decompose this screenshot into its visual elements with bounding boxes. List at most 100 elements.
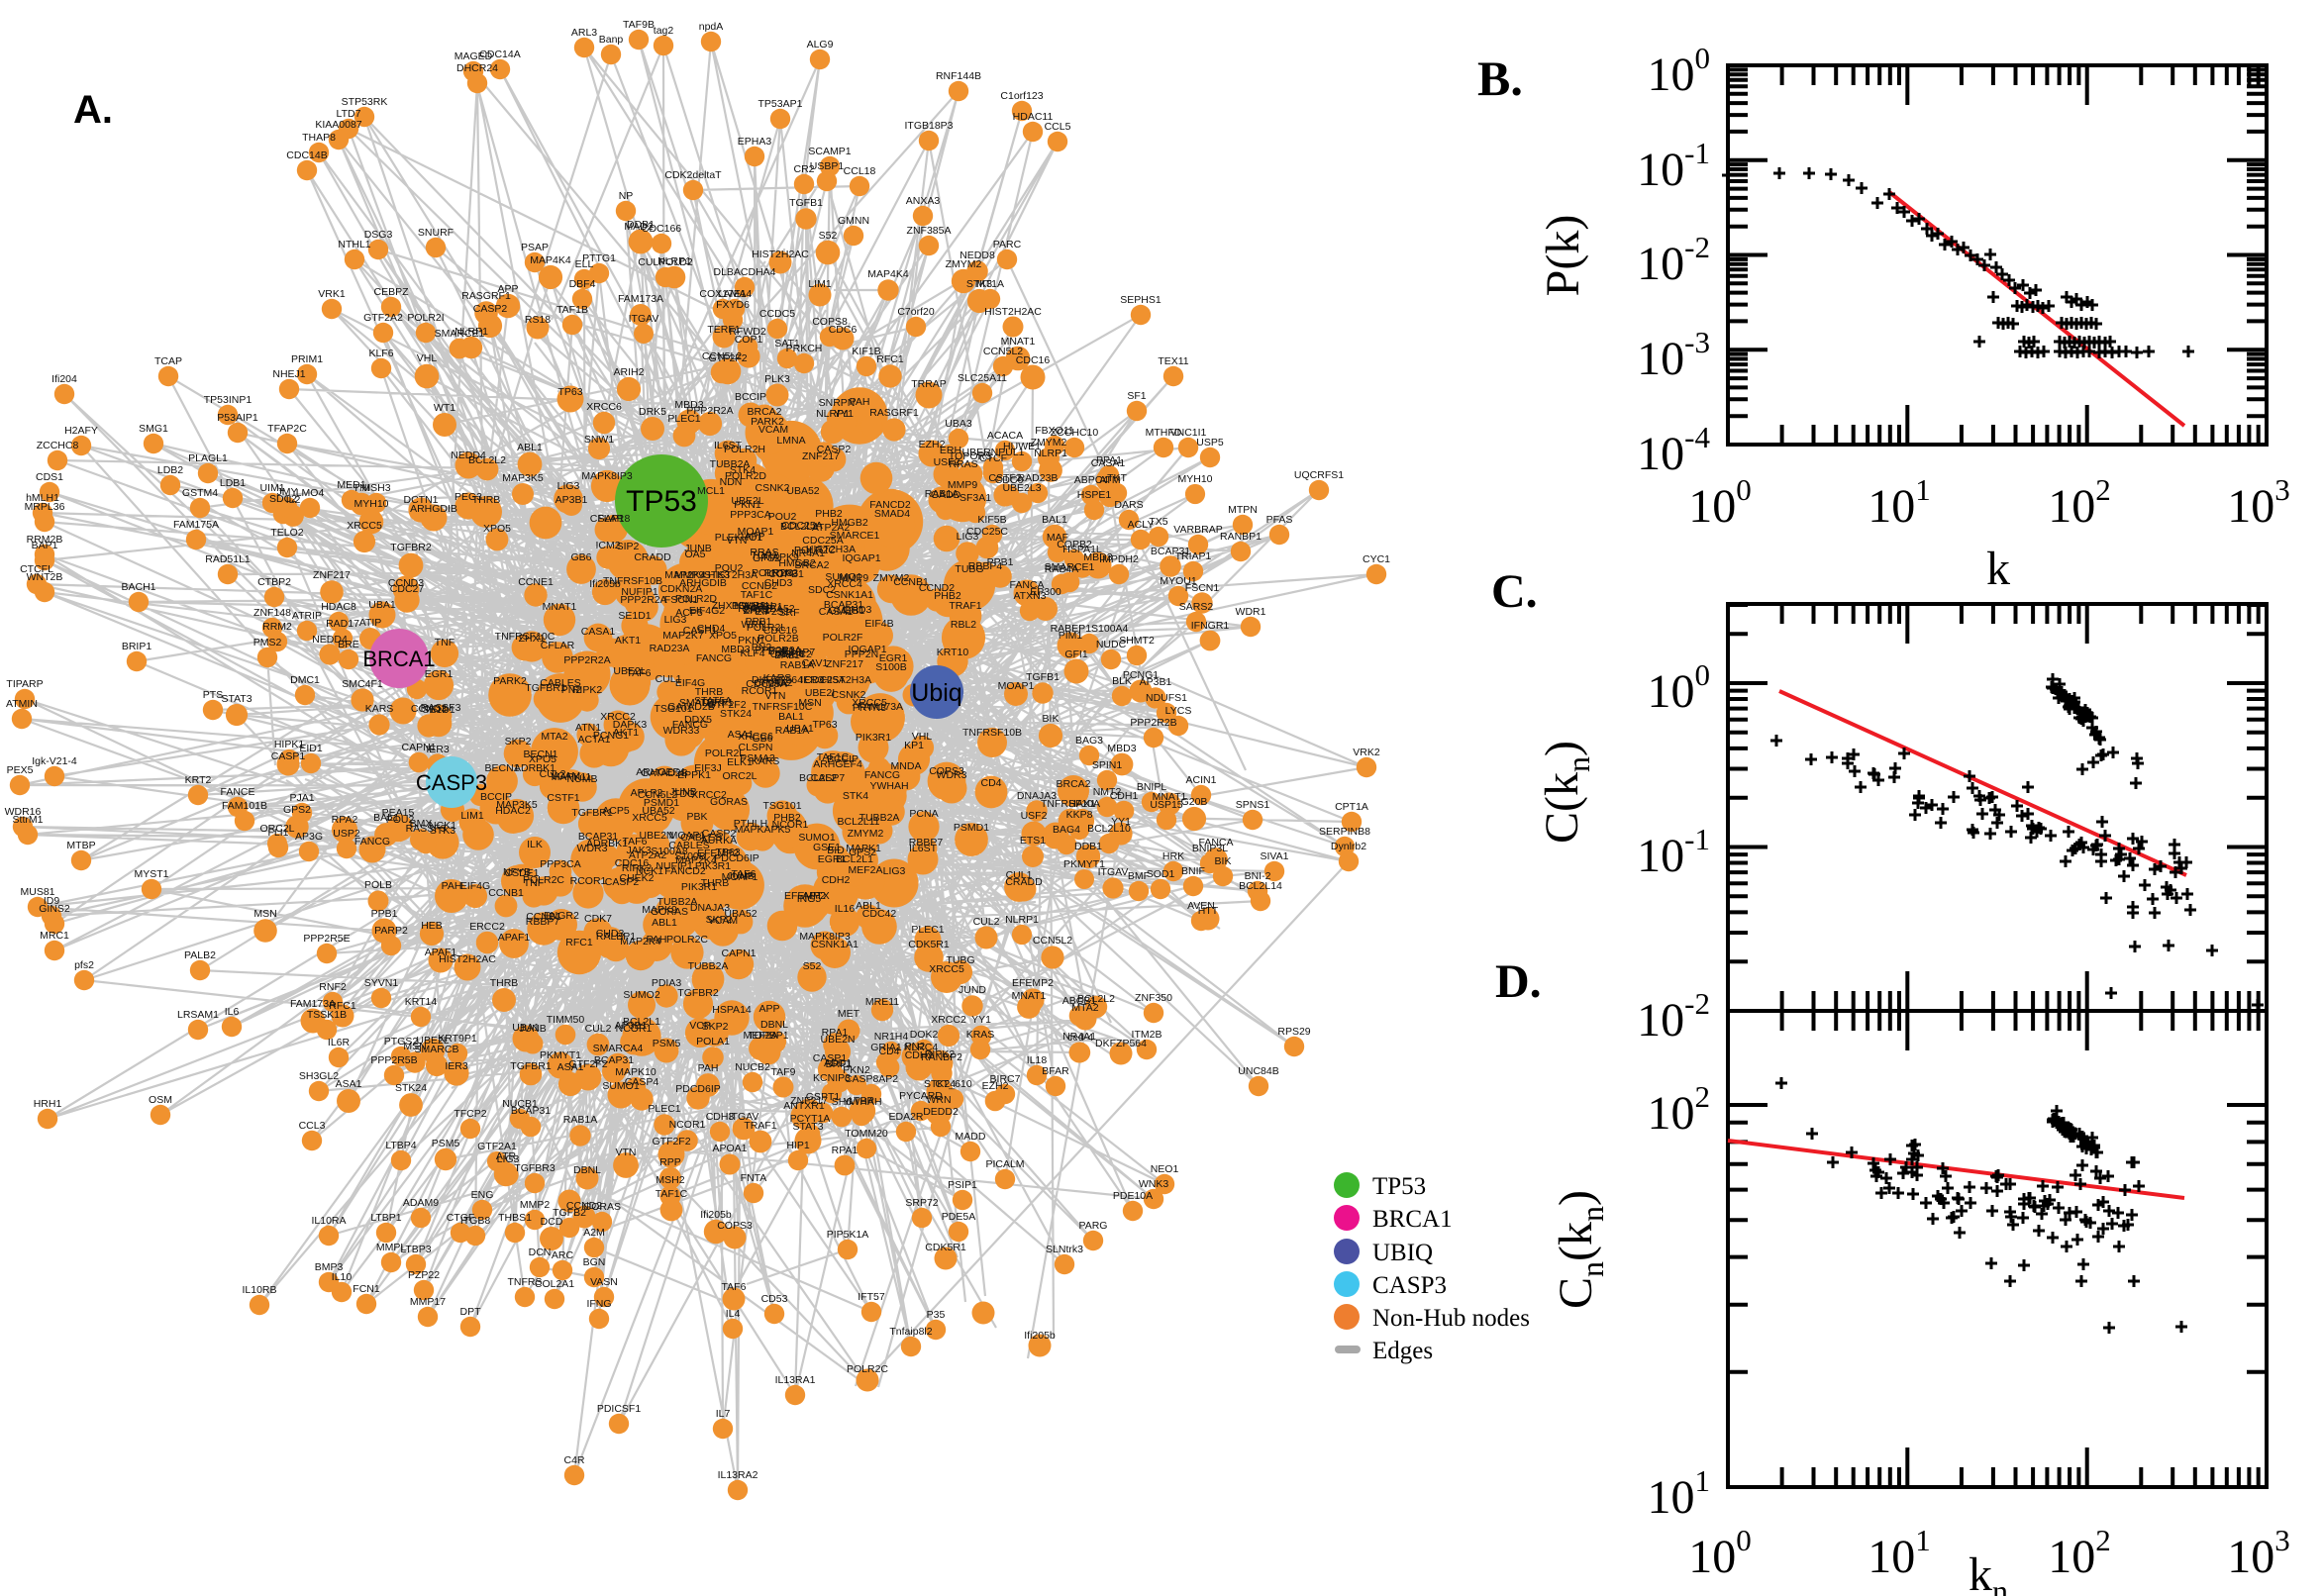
svg-text:APOA1: APOA1	[712, 1143, 747, 1154]
svg-text:NLRP1: NLRP1	[1034, 448, 1067, 459]
svg-text:MBD3: MBD3	[674, 399, 703, 411]
svg-text:DRK5: DRK5	[639, 406, 666, 418]
svg-text:EGR1: EGR1	[425, 668, 454, 680]
svg-text:NFYB: NFYB	[503, 866, 531, 878]
svg-text:MOAP1: MOAP1	[669, 830, 706, 842]
svg-text:IFNG: IFNG	[586, 1298, 611, 1310]
svg-text:CDH1: CDH1	[1110, 790, 1139, 802]
svg-text:DPT: DPT	[460, 1306, 482, 1318]
svg-text:IL6ST: IL6ST	[909, 843, 938, 854]
svg-text:BCCIP: BCCIP	[480, 791, 512, 803]
svg-text:XRCC2: XRCC2	[600, 711, 636, 723]
svg-text:APLP2: APLP2	[631, 787, 663, 799]
svg-text:SIVA1: SIVA1	[1261, 850, 1289, 862]
svg-text:ACTA1: ACTA1	[577, 734, 610, 746]
svg-text:ITM2B: ITM2B	[1132, 1029, 1162, 1041]
svg-text:PCNA: PCNA	[909, 808, 938, 820]
svg-text:SLNtrk3: SLNtrk3	[1046, 1244, 1083, 1255]
svg-text:KCNIP3: KCNIP3	[813, 1072, 851, 1084]
svg-text:GMNN: GMNN	[838, 215, 869, 227]
svg-text:GORAS: GORAS	[710, 796, 748, 808]
svg-text:ARIH2: ARIH2	[614, 366, 645, 378]
svg-text:BRE: BRE	[338, 639, 359, 650]
svg-text:COPS8: COPS8	[812, 316, 848, 328]
svg-text:ITGB18P3: ITGB18P3	[904, 120, 953, 132]
svg-text:CABLES: CABLES	[668, 840, 709, 851]
svg-text:CSNK1A1: CSNK1A1	[826, 589, 873, 601]
svg-text:SH6: SH6	[832, 1096, 853, 1108]
svg-text:TAF9: TAF9	[771, 1066, 796, 1078]
svg-text:POLR2L: POLR2L	[705, 748, 745, 759]
svg-text:MEF2A: MEF2A	[848, 864, 882, 876]
svg-text:ANXA3: ANXA3	[906, 195, 941, 207]
svg-text:CUL1: CUL1	[1006, 869, 1033, 881]
svg-text:CDC6: CDC6	[995, 474, 1024, 486]
svg-text:SPIN1: SPIN1	[1092, 759, 1123, 771]
svg-text:IL10: IL10	[332, 1271, 353, 1283]
svg-text:UBA52: UBA52	[761, 603, 794, 615]
svg-text:SMAD4: SMAD4	[679, 697, 715, 709]
svg-text:WNT2B: WNT2B	[27, 571, 63, 583]
svg-text:GRIA1: GRIA1	[870, 1042, 902, 1053]
svg-text:STK24: STK24	[395, 1082, 427, 1094]
svg-text:TAF1C: TAF1C	[656, 1188, 688, 1200]
svg-text:HIP1: HIP1	[786, 1140, 810, 1151]
svg-text:WDR3: WDR3	[937, 769, 967, 781]
svg-text:CCN5L2: CCN5L2	[702, 350, 742, 362]
svg-text:HIST2H2AC: HIST2H2AC	[752, 249, 809, 260]
svg-text:HAX1: HAX1	[1068, 798, 1096, 810]
svg-text:POLR2C: POLR2C	[847, 1363, 888, 1375]
svg-text:RFC1: RFC1	[329, 1000, 356, 1012]
svg-text:HIST2H2AC: HIST2H2AC	[439, 953, 496, 965]
svg-text:PTTG1: PTTG1	[582, 252, 616, 264]
svg-text:GPS2: GPS2	[753, 552, 780, 564]
svg-text:PIK3R1: PIK3R1	[856, 732, 891, 744]
svg-text:POLR2C: POLR2C	[794, 545, 836, 556]
svg-text:DDB1: DDB1	[1074, 841, 1102, 852]
svg-text:COP1: COP1	[735, 334, 763, 346]
svg-text:npdA: npdA	[699, 21, 724, 33]
svg-text:CDC25C: CDC25C	[966, 526, 1008, 538]
svg-text:MAF: MAF	[1047, 532, 1068, 544]
svg-text:DCN: DCN	[529, 1247, 552, 1258]
svg-text:XRCC5: XRCC5	[929, 963, 964, 975]
svg-text:HMGB2: HMGB2	[831, 517, 868, 529]
svg-text:SDC2: SDC2	[269, 493, 297, 505]
svg-text:AP3B1: AP3B1	[1140, 676, 1172, 688]
svg-text:MT1A: MT1A	[976, 278, 1004, 290]
svg-text:HSPA1L: HSPA1L	[1062, 544, 1102, 555]
svg-text:FAM173A: FAM173A	[618, 293, 663, 305]
svg-text:MAP3K5: MAP3K5	[502, 472, 544, 484]
svg-text:PPP2R2A: PPP2R2A	[755, 645, 801, 656]
svg-text:CUL2: CUL2	[585, 1023, 612, 1035]
svg-text:SKP2: SKP2	[702, 1021, 729, 1033]
svg-text:RPA1: RPA1	[832, 1145, 858, 1156]
svg-text:JUNB: JUNB	[669, 786, 696, 798]
svg-text:FANCA: FANCA	[1009, 579, 1044, 591]
svg-text:CCL3: CCL3	[299, 1120, 326, 1132]
svg-text:POLR2D: POLR2D	[725, 470, 766, 482]
svg-text:ZHX1: ZHX1	[712, 600, 739, 612]
svg-text:GTF2A2: GTF2A2	[363, 312, 403, 324]
svg-text:HDAC2: HDAC2	[495, 805, 531, 817]
svg-text:ZNF148: ZNF148	[253, 607, 291, 619]
svg-text:AP3G: AP3G	[295, 831, 323, 843]
svg-text:CASP1: CASP1	[683, 625, 718, 637]
svg-text:SARS2: SARS2	[1179, 601, 1214, 613]
svg-text:GINS2: GINS2	[39, 903, 70, 915]
svg-text:TSG101: TSG101	[654, 703, 692, 715]
svg-text:APAF1: APAF1	[425, 947, 457, 958]
svg-text:FANCG: FANCG	[696, 652, 732, 664]
svg-text:UBE2I: UBE2I	[805, 687, 835, 699]
svg-text:PARK2: PARK2	[751, 416, 784, 428]
svg-text:CCN5L2: CCN5L2	[638, 789, 677, 801]
svg-text:BIK: BIK	[1043, 713, 1060, 725]
svg-text:BRCA1: BRCA1	[362, 647, 435, 671]
svg-text:BCCIP: BCCIP	[735, 391, 766, 403]
svg-text:ERH: ERH	[940, 445, 961, 456]
svg-text:PAH: PAH	[850, 396, 870, 408]
svg-text:S100B: S100B	[875, 661, 907, 673]
svg-text:UBA1: UBA1	[368, 599, 396, 611]
svg-text:ATR: ATR	[496, 1150, 517, 1162]
svg-text:RASGRF1: RASGRF1	[461, 290, 511, 302]
